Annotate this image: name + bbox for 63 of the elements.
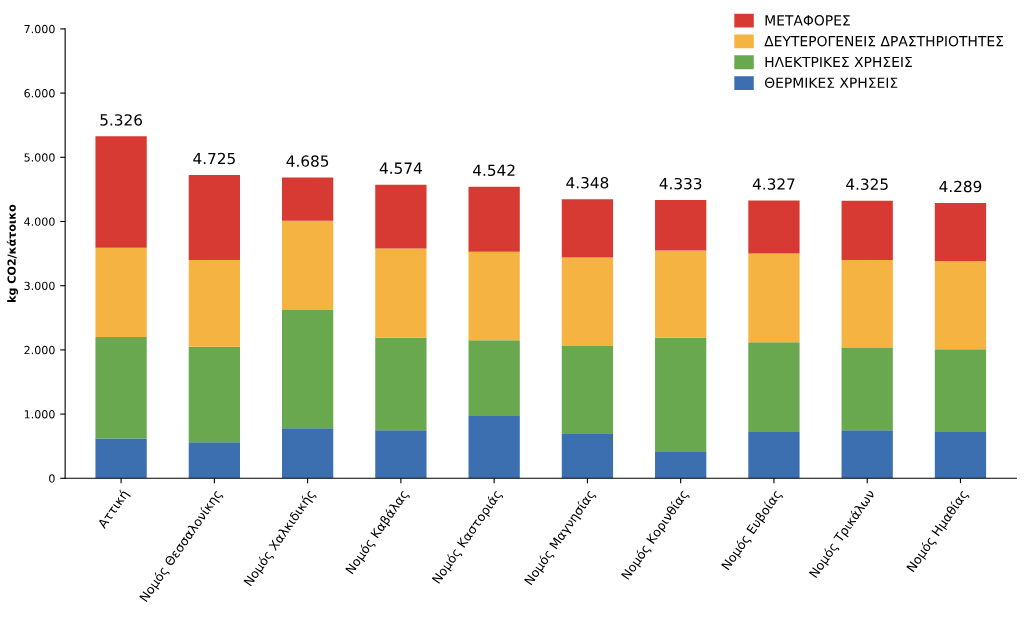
legend-label: ΘΕΡΜΙΚΕΣ ΧΡΗΣΕΙΣ: [764, 77, 898, 89]
legend-label: ΜΕΤΑΦΟΡΕΣ: [765, 15, 850, 26]
bar: [841, 260, 893, 348]
total-label: 4.685: [286, 155, 329, 167]
total-label: 4.348: [566, 176, 609, 189]
bar: [95, 247, 147, 338]
bar: [934, 202, 987, 262]
bar: [281, 177, 334, 221]
bar: [468, 416, 520, 479]
bar: [375, 337, 427, 431]
bar: [561, 199, 614, 258]
total-label: 4.542: [473, 164, 515, 177]
bar: [748, 432, 800, 479]
bar: [188, 346, 241, 443]
total-label: 4.574: [379, 162, 422, 174]
bar: [841, 200, 893, 261]
y-tick-label: 0: [49, 474, 55, 483]
bar: [95, 438, 147, 479]
total-label: 4.725: [193, 152, 235, 165]
bar: [281, 428, 334, 479]
bar: [188, 442, 241, 479]
bar: [468, 186, 520, 252]
y-tick-label: 7.000: [24, 24, 55, 34]
y-tick-label: 4.000: [24, 217, 55, 226]
bar: [188, 260, 241, 347]
bar: [561, 257, 614, 347]
total-label: 5.326: [100, 114, 143, 126]
bar: [655, 337, 707, 452]
bar: [748, 200, 800, 254]
bar: [95, 337, 147, 439]
bar: [468, 251, 520, 341]
y-tick-label: 5.000: [24, 153, 55, 162]
bar: [934, 349, 987, 433]
bar: [655, 451, 707, 479]
y-axis-title: kg CO2/κάτοικο: [6, 204, 19, 303]
bar: [281, 310, 334, 429]
bar: [841, 430, 893, 479]
bar: [841, 347, 893, 431]
bar: [561, 346, 614, 434]
bar: [934, 261, 987, 350]
total-label: 4.325: [846, 178, 888, 190]
bar: [468, 340, 520, 417]
bar: [375, 184, 427, 249]
y-tick-label: 3.000: [24, 281, 55, 291]
bar: [95, 136, 147, 248]
legend-label: ΗΛΕΚΤΡΙΚΕΣ ΧΡΗΣΕΙΣ: [765, 56, 912, 68]
bar: [281, 220, 334, 311]
y-tick-label: 6.000: [24, 89, 55, 98]
bar: [375, 248, 427, 338]
bar: [375, 430, 427, 479]
bar: [561, 433, 614, 479]
bar: [748, 342, 800, 433]
y-tick-label: 2.000: [24, 345, 55, 355]
bar: [934, 432, 987, 479]
legend-label: ΔΕΥΤΕΡΟΓΕΝΕΙΣ ΔΡΑΣΤΗΡΙΟΤΗΤΕΣ: [764, 35, 1004, 47]
bar: [655, 200, 707, 251]
y-tick-label: 1.000: [24, 410, 55, 419]
total-label: 4.327: [752, 178, 795, 190]
bar: [748, 253, 800, 343]
total-label: 4.333: [659, 177, 702, 190]
bar: [655, 250, 707, 338]
total-label: 4.289: [939, 180, 982, 193]
bar: [188, 174, 241, 261]
